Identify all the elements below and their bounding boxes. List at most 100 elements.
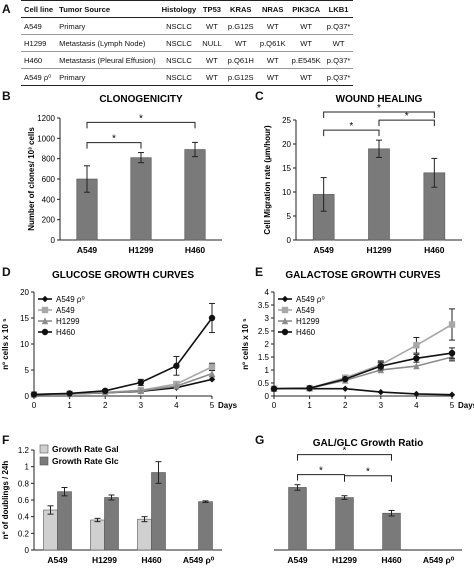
- significance-label: *: [112, 134, 116, 145]
- legend-label: H1299: [56, 317, 80, 326]
- cell-line-name: A549: [24, 21, 42, 31]
- x-tick-label: H1299: [366, 245, 391, 255]
- tp53: NULL: [202, 38, 222, 48]
- data-point: [41, 306, 49, 314]
- table-header-row: Cell line Tumor Source Histology TP53 KR…: [21, 1, 354, 18]
- y-axis-label: nº of doublings / 24h: [1, 461, 10, 540]
- kras: p.G12S: [227, 21, 254, 31]
- data-point: [41, 328, 49, 336]
- y-tick-label: 0.5: [258, 379, 270, 388]
- x-tick-label: 4: [414, 401, 419, 410]
- x-tick-label: A549: [287, 555, 308, 565]
- legend-label: A549 ρ⁰: [296, 295, 325, 304]
- bar: [104, 497, 119, 551]
- x-tick-label: A549 ρ⁰: [183, 555, 215, 565]
- bar: [90, 519, 105, 551]
- legend-label: H460: [296, 328, 316, 337]
- cell-line-name: H460: [24, 55, 43, 65]
- x-tick-label: 3: [139, 401, 144, 410]
- header-histology: Histology: [161, 4, 197, 14]
- y-tick-label: 0.4: [18, 513, 30, 522]
- significance-bracket: [344, 475, 392, 482]
- lkb1: p.Q37*: [326, 72, 351, 82]
- header-lkb1: LKB1: [328, 4, 349, 14]
- x-tick-label: H1299: [92, 555, 117, 565]
- bar: [288, 487, 307, 551]
- data-point: [281, 306, 289, 314]
- data-point: [377, 388, 384, 396]
- significance-label: *: [405, 111, 409, 122]
- significance-label: *: [349, 121, 353, 132]
- y-axis-label: Number of clones/ 10³ cells: [27, 127, 36, 231]
- header-pik3ca: PIK3CA: [292, 4, 321, 14]
- y-tick-label: 0.6: [18, 496, 30, 505]
- data-point: [342, 385, 349, 392]
- legend-label: H460: [56, 328, 76, 337]
- x-tick-label: 1: [307, 401, 312, 410]
- data-point: [66, 390, 73, 397]
- y-tick-label: 0: [51, 236, 56, 245]
- y-tick-label: 1000: [37, 134, 55, 143]
- table-row: A549 Primary NSCLC WT p.G12S WT WT p.Q37…: [21, 18, 354, 35]
- data-point: [281, 317, 289, 325]
- data-point: [413, 362, 420, 370]
- data-point: [413, 355, 420, 362]
- significance-bracket: [323, 111, 435, 118]
- bar: [57, 491, 72, 551]
- data-point: [137, 379, 144, 386]
- x-tick-label: H460: [424, 245, 445, 255]
- pik3ca: WT: [300, 38, 313, 48]
- series-line: [33, 366, 213, 396]
- chart-wound-healing: 0 5 10 15 20 25 Cell Migration rate (μm/hour) W…: [263, 94, 462, 255]
- panel-label-f: F: [2, 433, 10, 447]
- x-tick-label: H460: [185, 245, 206, 255]
- histology: NSCLC: [166, 38, 192, 48]
- y-axis-label: Cell Migration rate (μm/hour): [263, 125, 272, 235]
- data-point: [41, 295, 49, 303]
- y-tick-label: 20: [20, 288, 29, 297]
- x-tick-label: 0: [32, 401, 37, 410]
- x-axis-label: Days: [218, 401, 238, 410]
- kras: WT: [234, 38, 247, 48]
- y-tick-label: 3: [265, 314, 270, 323]
- header-tp53: TP53: [202, 4, 222, 14]
- legend-label: A549: [296, 306, 315, 315]
- x-tick-label: A549: [47, 555, 68, 565]
- x-tick-label: 4: [174, 401, 179, 410]
- y-tick-label: 10: [20, 340, 29, 349]
- y-axis-label: nº cells x 10 ⁵: [1, 318, 10, 370]
- pik3ca: p.E545K: [291, 55, 321, 65]
- significance-label: *: [366, 467, 370, 478]
- data-point: [281, 328, 289, 336]
- data-point: [208, 363, 216, 371]
- y-tick-label: 25: [282, 116, 291, 125]
- data-point: [137, 387, 144, 394]
- panel-label-b: B: [2, 89, 11, 103]
- pik3ca: WT: [300, 72, 313, 82]
- tumor-source: Metastasis (Pleural Effusion): [59, 55, 156, 65]
- panel-label-a: A: [2, 2, 11, 16]
- bar: [43, 509, 58, 551]
- legend-label: Growth Rate Gal: [52, 444, 119, 454]
- data-point: [281, 295, 289, 303]
- bar: [130, 157, 152, 241]
- series-line: [274, 387, 453, 396]
- y-tick-label: 3.5: [258, 301, 270, 310]
- y-tick-label: 600: [42, 175, 56, 184]
- lkb1: p.Q37*: [326, 55, 351, 65]
- y-tick-label: 800: [42, 155, 56, 164]
- x-axis-label: Days: [458, 401, 474, 410]
- y-tick-label: 0: [287, 236, 292, 245]
- x-tick-label: 5: [210, 401, 215, 410]
- x-tick-label: H1299: [332, 555, 357, 565]
- data-point: [413, 390, 420, 398]
- legend-label: A549: [56, 306, 75, 315]
- y-axis-label: nº cells x 10 ⁵: [241, 318, 250, 370]
- legend-label: A549 ρ⁰: [56, 295, 85, 304]
- y-tick-label: 1: [25, 463, 30, 472]
- y-tick-label: 200: [42, 216, 56, 225]
- data-point: [448, 391, 456, 398]
- header-cell-line: Cell line: [24, 4, 54, 14]
- table-row: H1299 Metastasis (Lymph Node) NSCLC NULL…: [21, 35, 354, 52]
